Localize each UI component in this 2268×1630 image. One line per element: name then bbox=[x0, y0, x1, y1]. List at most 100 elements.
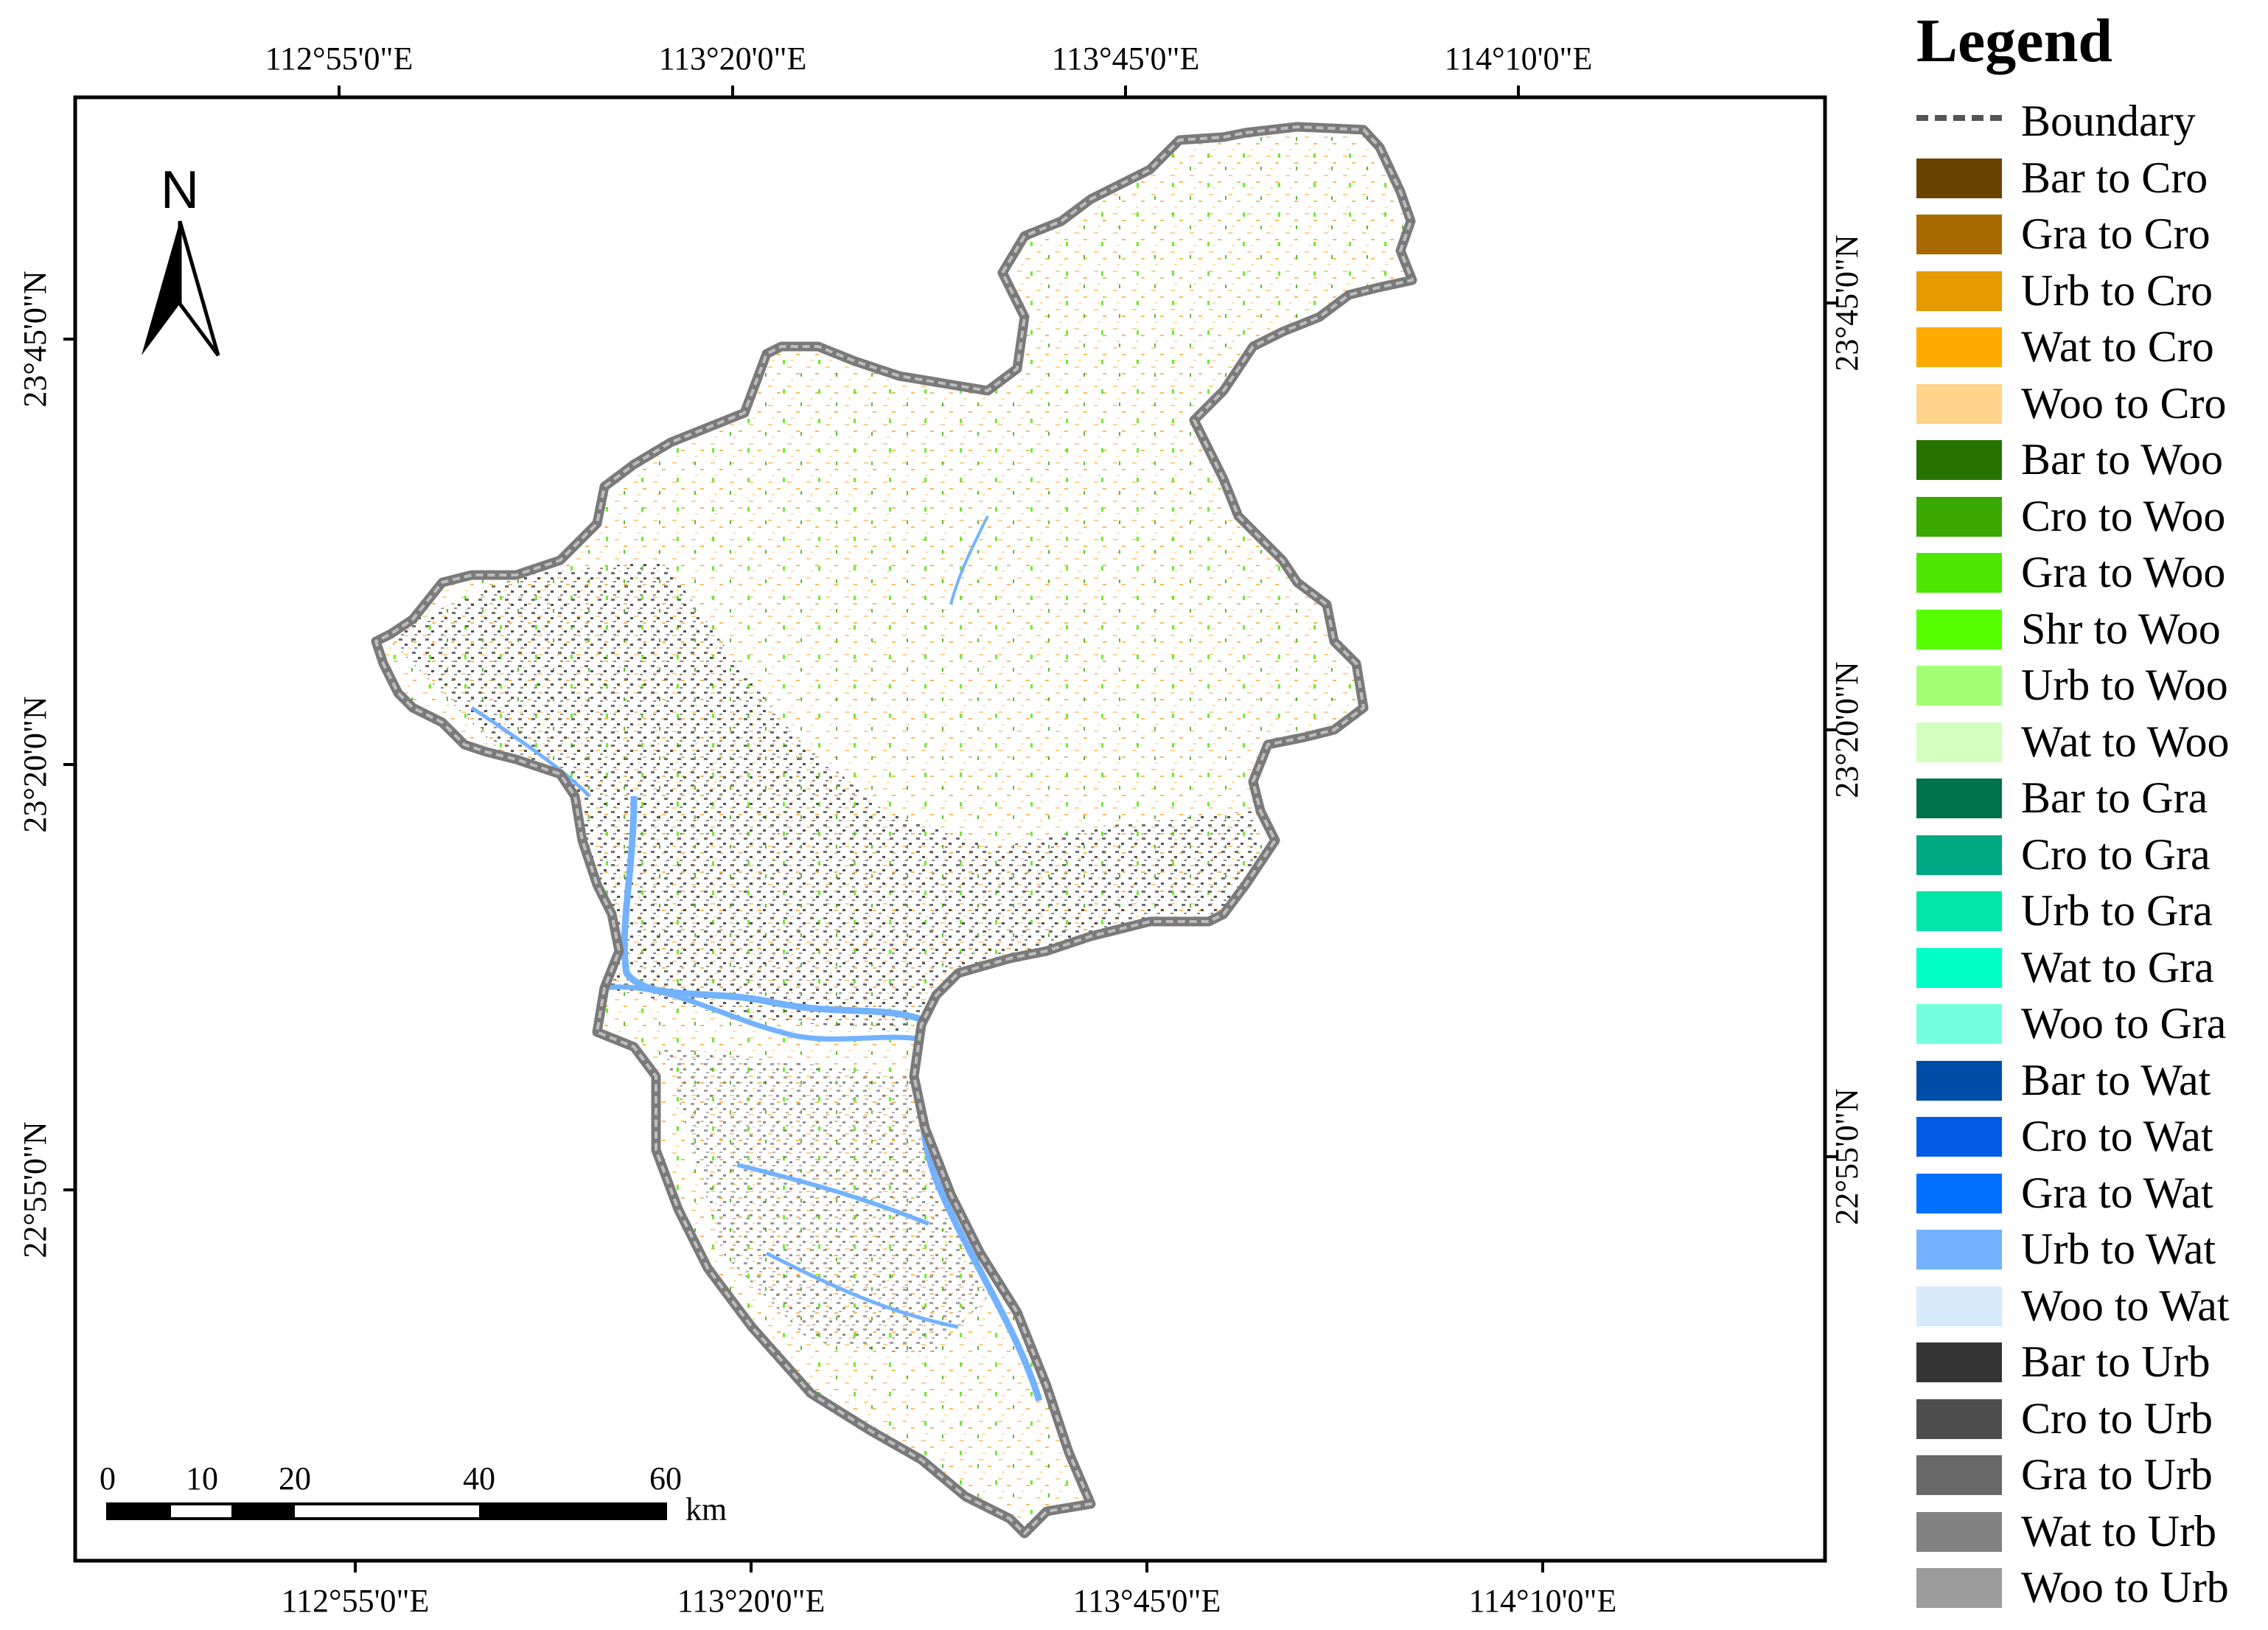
legend-item: Woo to Cro bbox=[1916, 375, 2263, 432]
boundary-line-icon bbox=[1916, 115, 2002, 121]
legend-label: Cro to Wat bbox=[2021, 1112, 2213, 1160]
legend-label: Woo to Wat bbox=[2021, 1281, 2230, 1330]
legend-item: Shr to Woo bbox=[1916, 601, 2263, 658]
legend-label: Woo to Cro bbox=[2021, 378, 2227, 428]
legend-item-boundary: Boundary bbox=[1916, 93, 2263, 150]
legend-label: Cro to Woo bbox=[2021, 491, 2226, 540]
legend-label: Bar to Urb bbox=[2021, 1337, 2211, 1386]
legend-swatch bbox=[1916, 1004, 2002, 1044]
legend-label: Urb to Gra bbox=[2021, 886, 2213, 935]
legend-swatch bbox=[1916, 1230, 2002, 1269]
legend-swatch bbox=[1916, 1511, 2002, 1552]
legend-swatch bbox=[1916, 553, 2002, 593]
legend-item: Gra to Urb bbox=[1916, 1446, 2263, 1503]
legend-swatch bbox=[1916, 666, 2002, 706]
scale-tick-10: 10 bbox=[186, 1460, 218, 1497]
lat-label-left-2: 23°20'0"N bbox=[17, 696, 53, 832]
legend-swatch bbox=[1916, 835, 2002, 875]
north-arrow: N bbox=[142, 161, 220, 357]
legend-label: Urb to Wat bbox=[2021, 1225, 2216, 1273]
lat-label-right-2: 23°20'0"N bbox=[1829, 661, 1865, 798]
legend-label: Gra to Wat bbox=[2021, 1168, 2213, 1217]
legend-label: Bar to Gra bbox=[2021, 773, 2208, 822]
lon-label-top-2: 113°20'0"E bbox=[659, 41, 807, 77]
legend-label: Urb to Cro bbox=[2021, 265, 2213, 315]
north-arrow-icon bbox=[142, 221, 180, 355]
legend-label: Wat to Gra bbox=[2021, 942, 2214, 992]
legend-swatch bbox=[1916, 609, 2002, 649]
lon-label-bottom-1: 112°55'0"E bbox=[282, 1583, 430, 1619]
legend-item: Woo to Urb bbox=[1916, 1559, 2263, 1616]
legend-item: Gra to Woo bbox=[1916, 544, 2263, 601]
legend-swatch bbox=[1916, 1568, 2002, 1608]
graticule-ticks bbox=[63, 86, 1837, 1572]
legend-label: Wat to Cro bbox=[2021, 322, 2214, 371]
legend-swatch bbox=[1916, 1399, 2002, 1439]
legend-label: Gra to Urb bbox=[2021, 1450, 2213, 1499]
scale-unit: km bbox=[685, 1491, 727, 1528]
legend-item: Bar to Gra bbox=[1916, 770, 2263, 826]
legend-swatch bbox=[1916, 215, 2002, 254]
legend-swatch bbox=[1916, 271, 2002, 311]
legend-item: Wat to Gra bbox=[1916, 939, 2263, 996]
legend-item: Gra to Wat bbox=[1916, 1165, 2263, 1222]
scale-tick-40: 40 bbox=[463, 1460, 495, 1497]
legend-swatch bbox=[1916, 947, 2002, 988]
legend-swatch bbox=[1916, 779, 2002, 818]
legend-swatch bbox=[1916, 1455, 2002, 1495]
legend-item: Bar to Cro bbox=[1916, 150, 2263, 206]
legend-label: Cro to Gra bbox=[2021, 829, 2211, 879]
legend-label: Gra to Cro bbox=[2021, 209, 2211, 258]
scale-tick-60: 60 bbox=[649, 1460, 682, 1497]
legend-item: Cro to Woo bbox=[1916, 488, 2263, 545]
legend-item: Bar to Wat bbox=[1916, 1052, 2263, 1109]
legend-label-boundary: Boundary bbox=[2021, 97, 2196, 145]
legend-swatch bbox=[1916, 1060, 2002, 1101]
legend-item: Wat to Woo bbox=[1916, 714, 2263, 770]
legend-item: Urb to Wat bbox=[1916, 1221, 2263, 1278]
legend-label: Wat to Urb bbox=[2021, 1506, 2217, 1556]
legend-label: Bar to Wat bbox=[2021, 1055, 2211, 1104]
legend-item: Bar to Urb bbox=[1916, 1334, 2263, 1390]
legend-label: Gra to Woo bbox=[2021, 548, 2226, 596]
legend-item: Woo to Gra bbox=[1916, 995, 2263, 1052]
legend-label: Urb to Woo bbox=[2021, 661, 2228, 709]
legend-label: Woo to Gra bbox=[2021, 999, 2227, 1048]
lon-label-bottom-3: 113°45'0"E bbox=[1073, 1583, 1221, 1619]
scale-tick-0: 0 bbox=[100, 1460, 116, 1497]
legend-item: Cro to Urb bbox=[1916, 1390, 2263, 1447]
lon-label-top-3: 113°45'0"E bbox=[1052, 41, 1200, 77]
lon-label-bottom-4: 114°10'0"E bbox=[1469, 1583, 1617, 1619]
scale-tick-20: 20 bbox=[279, 1460, 311, 1497]
legend-item: Urb to Woo bbox=[1916, 657, 2263, 714]
legend-swatch bbox=[1916, 1117, 2002, 1157]
legend-label: Bar to Woo bbox=[2021, 435, 2224, 484]
lon-label-top-4: 114°10'0"E bbox=[1445, 41, 1593, 77]
lon-label-top-1: 112°55'0"E bbox=[265, 41, 414, 77]
legend-item: Bar to Woo bbox=[1916, 431, 2263, 488]
legend-swatch bbox=[1916, 496, 2002, 537]
legend-item: Wat to Urb bbox=[1916, 1503, 2263, 1560]
lon-label-bottom-2: 113°20'0"E bbox=[677, 1583, 826, 1619]
legend-item: Woo to Wat bbox=[1916, 1278, 2263, 1334]
legend-swatch bbox=[1916, 1173, 2002, 1213]
legend-title: Legend bbox=[1916, 7, 2113, 75]
lat-label-right-3: 22°55'0"N bbox=[1829, 1088, 1865, 1225]
legend-item: Wat to Cro bbox=[1916, 318, 2263, 375]
legend-swatch bbox=[1916, 1342, 2002, 1382]
north-label: N bbox=[161, 161, 199, 220]
legend-swatch bbox=[1916, 158, 2002, 198]
legend: Boundary Bar to Cro Gra to Cro Urb to Cro W… bbox=[1916, 93, 2263, 1616]
legend-swatch bbox=[1916, 1286, 2002, 1326]
legend-swatch bbox=[1916, 327, 2002, 367]
lat-label-left-3: 22°55'0"N bbox=[17, 1121, 53, 1258]
legend-item: Cro to Gra bbox=[1916, 826, 2263, 883]
legend-label: Bar to Cro bbox=[2021, 153, 2208, 202]
legend-swatch bbox=[1916, 440, 2002, 480]
scale-bar: 0 10 20 40 60 km bbox=[100, 1460, 727, 1528]
legend-item: Urb to Gra bbox=[1916, 882, 2263, 939]
legend-label: Cro to Urb bbox=[2021, 1393, 2213, 1443]
legend-item: Urb to Cro bbox=[1916, 262, 2263, 319]
legend-label: Woo to Urb bbox=[2021, 1563, 2229, 1612]
